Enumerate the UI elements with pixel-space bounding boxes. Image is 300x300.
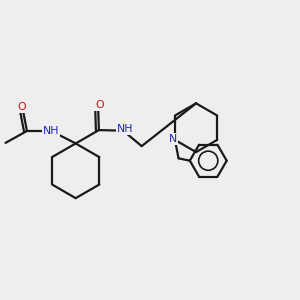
Text: N: N [169,134,178,144]
Text: NH: NH [116,124,133,134]
Text: O: O [95,100,104,110]
Text: NH: NH [43,126,60,136]
Text: O: O [18,102,26,112]
